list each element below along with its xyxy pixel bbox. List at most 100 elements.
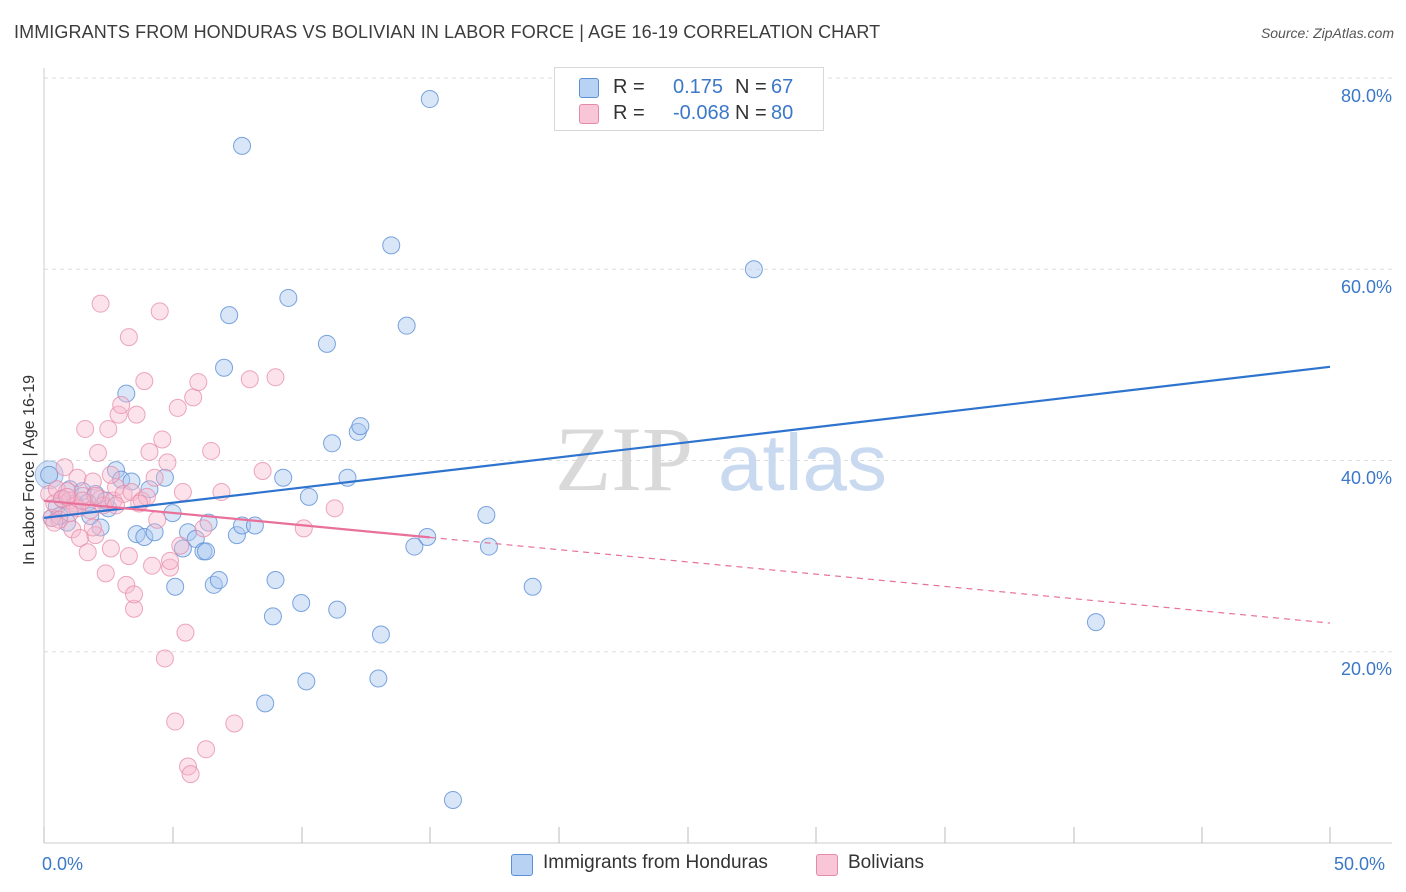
watermark-zip: ZIP [555,408,693,510]
bolivians-point [189,373,208,392]
source-credit: Source: ZipAtlas.com [1260,25,1394,41]
honduras-point [420,90,439,109]
bolivians-point [83,472,102,491]
bolivians-point [184,388,203,407]
x-tick-label-min: 0.0% [42,854,84,874]
bolivians-point [158,453,177,472]
honduras-point [173,539,192,558]
legend-swatch-bolivians [579,104,599,124]
bolivians-point [150,302,169,321]
bolivians-point [155,649,174,668]
honduras-point [215,358,234,377]
honduras-point [209,571,228,590]
legend-r-label: R = [613,76,645,98]
bolivians-point [99,419,118,438]
bolivians-point [194,519,213,538]
honduras-point [479,537,498,556]
bolivians-point [253,462,272,481]
honduras-point [323,434,342,453]
bolivians-point [125,585,144,604]
bottom-legend-label-bolivians: Bolivians [848,852,925,873]
bolivians-point [119,547,138,566]
honduras-point [135,528,154,546]
bolivians-point [240,370,259,389]
bolivians-point [73,491,92,510]
y-tick-label-80: 80.0% [1340,86,1392,106]
honduras-point [443,790,462,809]
honduras-point [297,672,316,691]
honduras-point [317,334,336,353]
honduras-point [263,607,282,626]
bolivians-point [76,419,95,438]
honduras-point [233,136,252,155]
honduras-point [382,236,401,255]
bolivians-point [58,487,77,506]
legend-r-value-honduras: 0.175 [673,76,724,98]
honduras-point [369,669,388,688]
chart-title: IMMIGRANTS FROM HONDURAS VS BOLIVIAN IN … [14,22,881,42]
honduras-point [266,571,285,590]
bolivians-point [202,441,221,460]
honduras-point [1086,613,1105,632]
honduras-point [744,260,763,279]
bolivians-point [125,599,144,618]
bolivians-point [171,536,190,555]
legend-n-label: N = [735,102,767,124]
bolivians-point [78,543,97,562]
watermark-atlas: atlas [718,418,887,507]
bolivians-point [68,468,87,487]
bolivians-point [145,468,164,487]
x-tick-label-max: 50.0% [1334,854,1386,874]
bolivians-point [55,458,74,477]
honduras-point [397,316,416,335]
bolivians-point [140,442,159,461]
honduras-point [179,523,198,542]
bolivians-point [143,556,162,575]
honduras-point [279,288,298,307]
bolivians-point [101,539,120,558]
legend-swatch-honduras [579,78,599,98]
bottom-legend-swatch-bolivians [816,854,838,876]
bolivians-point [153,430,172,449]
trend-line-honduras [43,365,1331,519]
bolivians-point [161,551,180,570]
honduras-point [299,487,318,506]
bolivians-point [112,396,131,415]
honduras-point [220,306,239,325]
honduras-point [227,526,246,545]
honduras-point [328,600,347,619]
bolivians-point [91,294,110,313]
honduras-point [274,468,293,487]
honduras-point [204,575,223,594]
bolivians-point [101,465,120,484]
honduras-point [199,513,218,532]
axes [43,68,1392,844]
bottom-legend-label-honduras: Immigrants from Honduras [543,852,768,873]
bolivians-point [127,405,146,424]
honduras-point [405,537,424,556]
bolivians-point [83,518,102,537]
bolivians-point [176,623,195,642]
honduras-point [166,577,185,596]
legend-n-value-bolivians: 80 [771,102,794,124]
bolivians-point [225,714,244,733]
bolivians-point [135,372,154,391]
bottom-legend-swatch-honduras [511,854,533,876]
honduras-point [40,465,59,484]
honduras-point [292,593,311,612]
bolivians-point [168,398,187,417]
honduras-point [155,468,174,487]
bolivians-point [71,528,90,547]
trend-lines [43,365,1331,624]
bolivians-point [148,510,167,529]
series-bolivians-points [40,294,344,784]
correlation-legend: R = 0.175 N = 67 R = -0.068 N = 80 [554,67,824,131]
bolivians-point [161,558,180,577]
trend-line-bolivians-dashed [429,536,1331,624]
bolivians-point [181,765,200,784]
y-tick-label-20: 20.0% [1340,659,1392,679]
trend-line-bolivians-solid [43,499,430,539]
honduras-point [117,384,136,403]
legend-r-label: R = [613,102,645,124]
